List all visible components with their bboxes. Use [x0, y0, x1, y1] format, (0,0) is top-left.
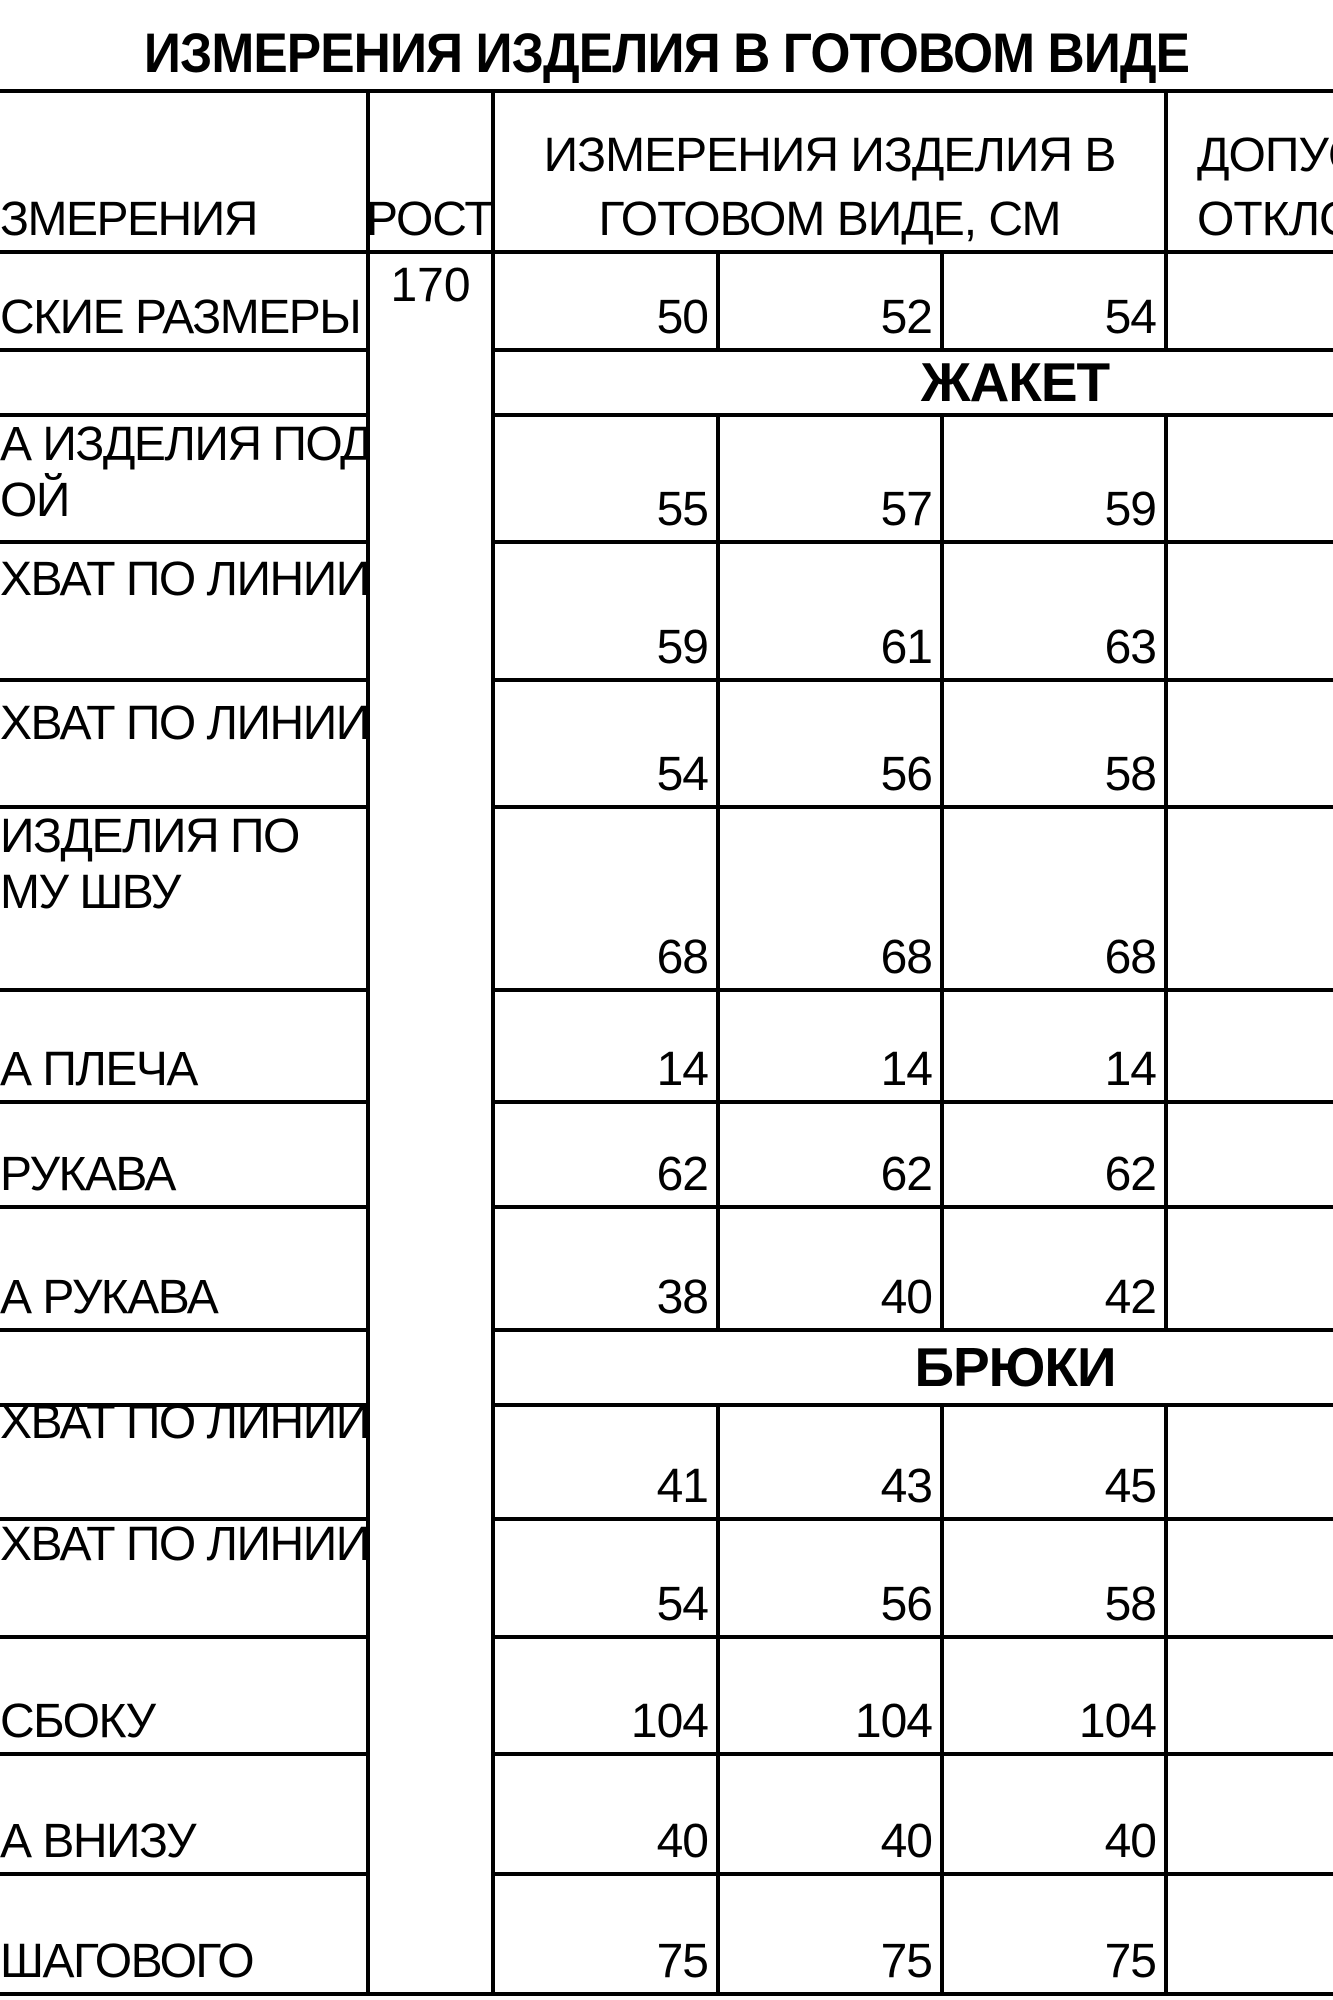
- row-label-line: СКИЕ РАЗМЕРЫ: [0, 291, 362, 344]
- header-tolerance-line1: ДОПУС: [1197, 129, 1333, 182]
- size-value: 104: [630, 1695, 709, 1748]
- size-value: 62: [1104, 1148, 1157, 1201]
- table-top-border: [0, 89, 1333, 93]
- page-title: ИЗМЕРЕНИЯ ИЗДЕЛИЯ В ГОТОВОМ ВИДЕ: [143, 21, 1190, 84]
- header-measurements: ЗМЕРЕНИЯ: [0, 193, 258, 246]
- header-finished-line2: ГОТОВОМ ВИДЕ, СМ: [598, 193, 1061, 246]
- header-finished-line1: ИЗМЕРЕНИЯ ИЗДЕЛИЯ В: [543, 129, 1117, 182]
- table-grid-line: [0, 1328, 1333, 1332]
- size-value: 75: [880, 1935, 933, 1988]
- size-value: 40: [880, 1271, 933, 1324]
- size-value: 61: [880, 621, 933, 674]
- size-value: 58: [1104, 748, 1157, 801]
- divider-size1-size2: [716, 250, 720, 1996]
- row-label-line: ШАГОВОГО: [0, 1935, 255, 1988]
- size-value: 68: [1104, 931, 1157, 984]
- header-rost: РОСТ: [366, 193, 494, 246]
- size-value: 50: [656, 291, 709, 344]
- row-label-line: А РУКАВА: [0, 1271, 219, 1324]
- row-label-line: МУ ШВУ: [0, 866, 181, 919]
- divider-rost-col: [491, 89, 495, 1996]
- size-value: 38: [656, 1271, 709, 1324]
- size-value: 43: [880, 1460, 933, 1513]
- size-value: 104: [1078, 1695, 1157, 1748]
- size-value: 75: [656, 1935, 709, 1988]
- size-value: 54: [1104, 291, 1157, 344]
- size-value: 40: [656, 1815, 709, 1868]
- size-value: 56: [880, 1578, 933, 1631]
- row-label-line: ОЙ: [0, 474, 70, 527]
- table-grid-line: [0, 1100, 1333, 1104]
- size-value: 75: [1104, 1935, 1157, 1988]
- row-label-line: ХВАТ ПО ЛИНИИ: [0, 697, 366, 750]
- size-value: 68: [656, 931, 709, 984]
- table-grid-line: [0, 413, 1333, 417]
- size-value: 63: [1104, 621, 1157, 674]
- table-grid-line: [0, 1517, 1333, 1521]
- size-value: 58: [1104, 1578, 1157, 1631]
- size-value: 56: [880, 748, 933, 801]
- rost-merged-cell: [370, 254, 491, 1992]
- header-bottom-line: [0, 250, 1333, 254]
- table-grid-line: [0, 1205, 1333, 1209]
- size-value: 14: [1104, 1043, 1157, 1096]
- size-value: 42: [1104, 1271, 1157, 1324]
- size-value: 40: [1104, 1815, 1157, 1868]
- section-row-cell: [495, 1332, 1333, 1403]
- size-value: 14: [880, 1043, 933, 1096]
- table-grid-line: [0, 1992, 1333, 1996]
- section-header: БРЮКИ: [914, 1336, 1116, 1398]
- size-value: 41: [656, 1460, 709, 1513]
- row-label-line: А ВНИЗУ: [0, 1815, 196, 1868]
- row-label-line: ХВАТ ПО ЛИНИИ: [0, 1518, 366, 1571]
- table-grid-line: [0, 988, 1333, 992]
- size-value: 62: [656, 1148, 709, 1201]
- size-value: 57: [880, 483, 933, 536]
- row-label-line: ХВАТ ПО ЛИНИИ: [0, 553, 366, 606]
- table-grid-line: [0, 678, 1333, 682]
- size-value: 14: [656, 1043, 709, 1096]
- table-grid-line: [0, 540, 1333, 544]
- table-grid-line: [0, 1635, 1333, 1639]
- divider-tolerance-col: [1164, 89, 1168, 1996]
- size-value: 55: [656, 483, 709, 536]
- size-value: 45: [1104, 1460, 1157, 1513]
- size-value: 59: [1104, 483, 1157, 536]
- size-value: 52: [880, 291, 933, 344]
- header-tolerance-line2: ОТКЛО: [1197, 193, 1333, 246]
- row-label-line: А ИЗДЕЛИЯ ПОД: [0, 418, 366, 471]
- row-label-line: СБОКУ: [0, 1695, 156, 1748]
- row-label-line: РУКАВА: [0, 1148, 176, 1201]
- table-grid-line: [0, 1752, 1333, 1756]
- size-value: 54: [656, 1578, 709, 1631]
- size-value: 40: [880, 1815, 933, 1868]
- table-grid-line: [0, 1403, 1333, 1407]
- divider-size2-size3: [940, 250, 944, 1996]
- size-value: 54: [656, 748, 709, 801]
- table-grid-line: [0, 1872, 1333, 1876]
- rost-value: 170: [390, 259, 471, 312]
- table-grid-line: [0, 348, 1333, 352]
- row-label-line: ХВАТ ПО ЛИНИИ: [0, 1396, 366, 1449]
- size-value: 59: [656, 621, 709, 674]
- row-label-line: ИЗДЕЛИЯ ПО: [0, 810, 300, 863]
- section-row-cell: [495, 352, 1333, 413]
- size-value: 104: [854, 1695, 933, 1748]
- section-header: ЖАКЕТ: [920, 351, 1110, 413]
- divider-label-col: [366, 89, 370, 1996]
- table-grid-line: [0, 805, 1333, 809]
- row-label-line: А ПЛЕЧА: [0, 1043, 198, 1096]
- size-value: 68: [880, 931, 933, 984]
- size-value: 62: [880, 1148, 933, 1201]
